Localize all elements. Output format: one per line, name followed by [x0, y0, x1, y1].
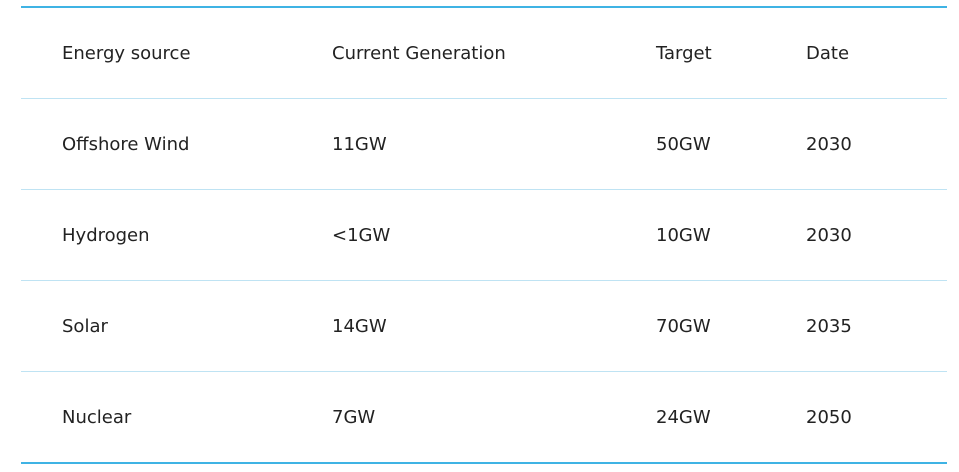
- cell-source: Solar: [62, 315, 108, 337]
- cell-target: 24GW: [656, 406, 711, 428]
- header-current-generation: Current Generation: [332, 42, 506, 64]
- cell-current: 11GW: [332, 133, 387, 155]
- cell-date: 2050: [806, 406, 852, 428]
- cell-source: Nuclear: [62, 406, 132, 428]
- header-energy-source: Energy source: [62, 42, 191, 64]
- table-row: Hydrogen <1GW 10GW 2030: [21, 189, 947, 280]
- table-row: Nuclear 7GW 24GW 2050: [21, 371, 947, 462]
- cell-source: Hydrogen: [62, 224, 150, 246]
- header-target: Target: [656, 42, 712, 64]
- cell-current: <1GW: [332, 224, 391, 246]
- header-row: Energy source Current Generation Target …: [21, 8, 947, 98]
- cell-target: 70GW: [656, 315, 711, 337]
- header-date: Date: [806, 42, 850, 64]
- table-row: Offshore Wind 11GW 50GW 2030: [21, 98, 947, 189]
- cell-target: 10GW: [656, 224, 711, 246]
- energy-table: Energy source Current Generation Target …: [21, 6, 947, 464]
- cell-date: 2030: [806, 133, 852, 155]
- cell-date: 2030: [806, 224, 852, 246]
- table-row: Solar 14GW 70GW 2035: [21, 280, 947, 371]
- cell-current: 7GW: [332, 406, 376, 428]
- cell-target: 50GW: [656, 133, 711, 155]
- cell-current: 14GW: [332, 315, 387, 337]
- cell-date: 2035: [806, 315, 852, 337]
- cell-source: Offshore Wind: [62, 133, 190, 155]
